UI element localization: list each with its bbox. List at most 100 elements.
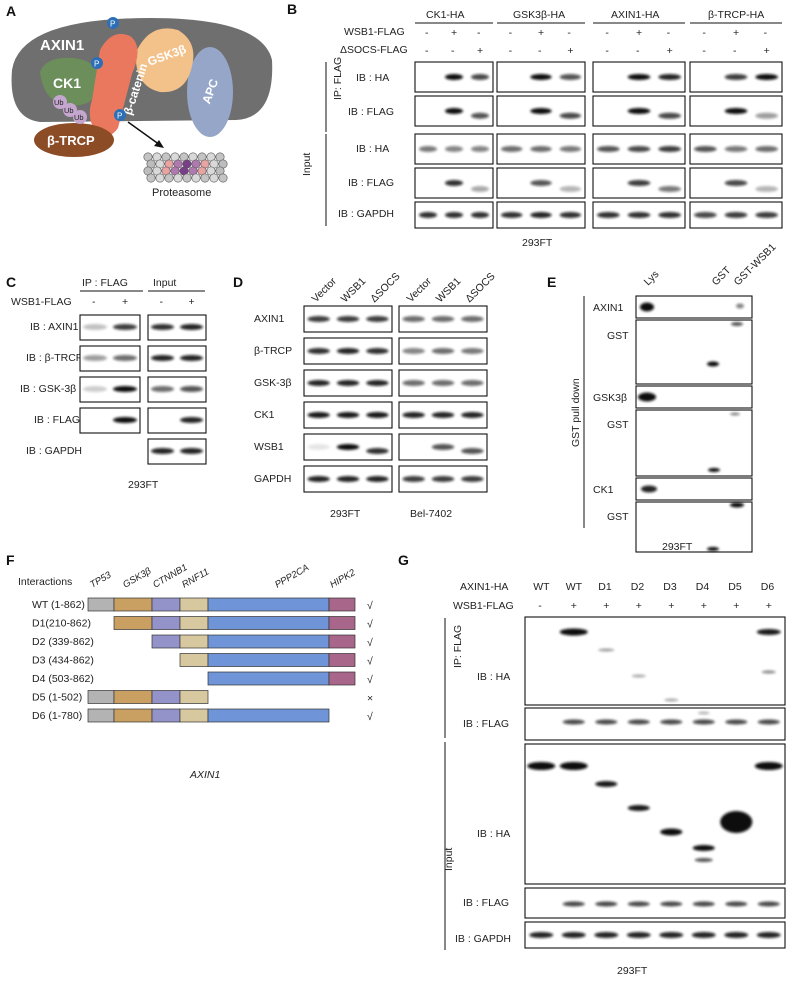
g-band [598, 648, 615, 652]
panel-g: G AXIN1-HA WSB1-FLAG WT - WT + D1 + D2 + D3 + D4 + D… [398, 552, 786, 977]
b-ib-flag-input: IB : FLAG [348, 177, 394, 189]
proteasome-subunit [173, 173, 183, 183]
b-sign-dsocs: - [451, 45, 455, 57]
b-band [445, 108, 463, 114]
f-interactions-header: Interactions [18, 576, 72, 588]
c-band [180, 386, 203, 392]
b-group-label: CK1-HA [426, 9, 465, 21]
g-band [694, 858, 713, 862]
b-ib-gapdh-input: IB : GAPDH [338, 208, 394, 220]
b-sign-wsb1: + [733, 27, 739, 39]
g-band [664, 698, 679, 702]
g-band [756, 932, 781, 938]
panel-c-letter: C [6, 274, 16, 290]
e-band [736, 303, 744, 309]
f-domain-label: GSK3β [121, 565, 154, 590]
d-gsk3b-label: GSK-3β [254, 377, 292, 389]
b-band [471, 212, 489, 218]
f-interaction-mark: √ [367, 711, 373, 723]
proteasome-shape [143, 152, 228, 183]
g-sign: + [636, 600, 642, 612]
b-ib-flag-ip: IB : FLAG [348, 106, 394, 118]
f-domain-segment [207, 597, 330, 612]
b-band [627, 146, 651, 152]
f-construct-label: D6 (1-780) [32, 710, 82, 722]
g-band [594, 932, 619, 938]
g-band [595, 719, 618, 725]
b-group-label: AXIN1-HA [611, 9, 659, 21]
d-band [461, 412, 484, 418]
g-band [562, 901, 585, 907]
panel-b: B WSB1-FLAG ΔSOCS-FLAG IP: FLAG Input IB… [287, 1, 783, 249]
f-domain-segment [179, 634, 209, 649]
proteasome-subunit [200, 173, 210, 183]
b-blot-box [414, 167, 494, 199]
f-interaction-mark: √ [367, 674, 373, 686]
b-sign-dsocs: - [605, 45, 609, 57]
g-lane-label: D2 [631, 581, 645, 593]
g-band [692, 719, 715, 725]
c-ib-flag: IB : FLAG [34, 414, 80, 426]
b-ib-ha-input: IB : HA [356, 143, 389, 155]
b-sign-wsb1: + [451, 27, 457, 39]
d-btrcp-label: β-TRCP [254, 345, 292, 357]
c-band [180, 448, 203, 454]
d-band [307, 348, 330, 354]
g-lane-label: D6 [761, 581, 775, 593]
b-ib-ha-ip: IB : HA [356, 72, 389, 84]
d-lane-label: ΔSOCS [463, 270, 497, 304]
e-band [730, 412, 740, 416]
f-domain-segment [179, 616, 209, 630]
b-band [755, 186, 779, 192]
b-band [627, 180, 651, 186]
ub-label-1: Ub [54, 98, 64, 107]
d-band [461, 448, 484, 454]
b-blot-box [496, 95, 586, 127]
d-lane-label: ΔSOCS [368, 270, 402, 304]
g-lane-label: D1 [598, 581, 612, 593]
e-blot-label: GSK3β [593, 392, 627, 404]
c-ib-gsk3b: IB : GSK-3β [20, 383, 76, 395]
b-sign-dsocs: - [733, 45, 737, 57]
g-band [691, 932, 716, 938]
phospho-label-3: P [117, 112, 122, 121]
b-band [597, 146, 620, 152]
ubiquitin-chain: Ub Ub Ub [53, 95, 87, 124]
g-band [660, 901, 683, 907]
c-band [180, 417, 203, 423]
g-band [692, 845, 715, 851]
g-band [756, 629, 781, 635]
f-domain-segment [151, 690, 181, 704]
c-band [151, 386, 174, 392]
e-band [708, 468, 720, 472]
b-band [445, 212, 463, 218]
d-lane-labels: Vector WSB1 ΔSOCS Vector WSB1 ΔSOCS [309, 270, 497, 304]
g-lane-label: D5 [728, 581, 742, 593]
panel-e-letter: E [547, 274, 556, 290]
c-cell-line: 293FT [128, 479, 159, 491]
e-blot-box [635, 319, 753, 385]
d-band [336, 348, 360, 354]
b-sign-wsb1: - [667, 27, 671, 39]
panel-f-letter: F [6, 552, 15, 568]
g-sign: + [766, 600, 772, 612]
f-caption: AXIN1 [189, 769, 220, 781]
c-ib-btrcp: IB : β-TRCP [26, 352, 83, 364]
b-band [755, 112, 779, 119]
d-band [461, 476, 484, 482]
c-band [113, 324, 137, 330]
f-domain-segment [179, 690, 209, 704]
panel-d-letter: D [233, 274, 243, 290]
d-cell-line-1: 293FT [330, 508, 361, 520]
f-domain-segment [179, 597, 209, 612]
d-band [431, 476, 455, 482]
e-band [730, 502, 744, 508]
degradation-arrow [127, 121, 161, 146]
b-band [501, 212, 523, 218]
d-lane-label: Vector [404, 275, 434, 305]
panel-d: D Vector WSB1 ΔSOCS Vector WSB1 ΔSOCS AXIN1 β… [233, 270, 498, 520]
ck1-shape [40, 57, 101, 106]
proteasome-subunit [209, 173, 219, 183]
